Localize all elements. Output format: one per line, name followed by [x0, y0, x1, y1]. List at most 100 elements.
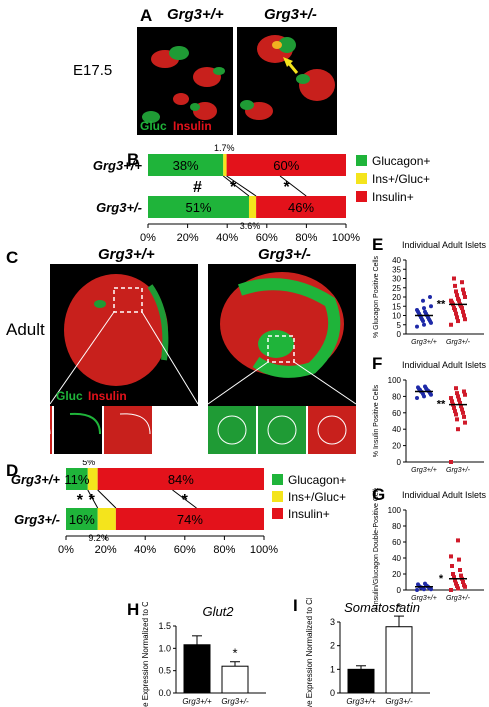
significance-mark-1: * [230, 179, 237, 196]
panel-a-images: Gluc Insulin [137, 27, 337, 135]
wt-category-label: Grg3+/+ [411, 467, 437, 474]
double-value-1: 3.6% [240, 221, 261, 231]
insulin-value-0: 84% [168, 472, 194, 487]
wt-point-0 [415, 588, 419, 592]
wt-point-17 [429, 304, 433, 309]
wt-point-1 [422, 322, 426, 327]
panel-f-scatter: Individual Adult Islets 0 20 40 60 80 100 % Ins… [373, 360, 487, 474]
wt-point-14 [423, 581, 427, 586]
y-tick-label-2: 40 [392, 425, 401, 434]
insulin-value-0: 60% [273, 158, 299, 173]
panel-label-a: A [140, 6, 153, 25]
glucagon-segment-1 [66, 508, 98, 530]
panel-c-insulin-label: Insulin [88, 389, 127, 403]
het-point-12 [458, 400, 462, 405]
wt-category-label: Grg3+/+ [411, 595, 437, 602]
panel-a-insulin-label: Insulin [173, 119, 212, 133]
het-point-13 [450, 564, 454, 568]
y-axis-label: Relative Expression Normalized to Chga [141, 602, 150, 707]
row-label-0: Grg3+/+ [11, 472, 61, 487]
x-tick-label-5: 100% [250, 544, 278, 556]
het-point-5 [454, 311, 458, 316]
y-tick-label-1: 5 [397, 321, 402, 330]
het-point-19 [462, 389, 466, 394]
y-tick-label-8: 40 [392, 256, 401, 265]
panel-label-h: H [127, 600, 140, 619]
scatter-title: Individual Adult Islets [402, 240, 487, 250]
wt-point-16 [422, 306, 426, 311]
het-point-24 [452, 276, 456, 281]
legend-label-glucagon: Glucagon+ [288, 473, 346, 487]
y-axis-label: % Glucagon Positive Cells [373, 255, 380, 338]
significance-mark: * [232, 646, 237, 661]
het-point-16 [456, 538, 460, 543]
insulin-segment-0 [97, 468, 265, 490]
het-point-0 [449, 460, 453, 464]
het-point-5 [454, 581, 458, 586]
het-point-6 [461, 410, 465, 415]
insulin-segment-1 [115, 508, 265, 530]
y-tick-label-2: 1.0 [158, 643, 171, 653]
y-tick-label-3: 1.5 [158, 621, 171, 631]
het-point-8 [460, 407, 464, 412]
y-tick-label-1: 1 [330, 664, 335, 674]
het-point-17 [463, 392, 467, 397]
het-point-10 [459, 404, 463, 409]
het-point-1 [456, 319, 460, 324]
glucagon-value-1: 16% [69, 512, 95, 527]
y-tick-label-3: 15 [392, 302, 401, 311]
het-point-18 [455, 293, 459, 298]
het-point-12 [458, 568, 462, 572]
significance-mark: * [396, 600, 401, 615]
y-tick-label-4: 80 [392, 522, 401, 531]
bar-1 [221, 665, 249, 694]
category-label-1: Grg3+/- [385, 697, 413, 706]
significance-mark-2: * [182, 492, 189, 509]
wt-category-label: Grg3+/+ [411, 339, 437, 346]
legend-label-double: Ins+/Gluc+ [372, 172, 430, 186]
y-tick-label-0: 0.0 [158, 688, 171, 698]
x-tick-label-1: 20% [177, 232, 199, 244]
het-point-7 [453, 578, 457, 583]
het-point-2 [463, 317, 467, 322]
x-tick-label-3: 60% [256, 232, 278, 244]
legend-swatch-insulin [356, 191, 367, 202]
connector-line-0 [87, 489, 99, 509]
panel-h-bar-chart: Glut2 0.0 0.5 1.0 1.5 Relative Expression Nor… [141, 602, 266, 707]
het-point-1 [456, 427, 460, 432]
het-point-17 [463, 295, 467, 299]
het-point-1 [456, 586, 460, 591]
y-tick-label-5: 25 [392, 284, 401, 293]
wt-point-13 [416, 385, 420, 390]
het-category-label: Grg3+/- [446, 467, 471, 474]
legend-label-double: Ins+/Gluc+ [288, 490, 346, 504]
legend-swatch-double [272, 491, 283, 502]
het-point-11 [451, 572, 455, 576]
het-point-5 [454, 412, 458, 417]
het-point-15 [449, 396, 453, 401]
het-point-6 [461, 309, 465, 314]
wt-point-19 [428, 295, 432, 299]
glucagon-segment-1 [148, 196, 249, 218]
legend-label-insulin: Insulin+ [372, 190, 414, 204]
het-point-14 [457, 557, 461, 562]
significance-mark: ** [437, 399, 446, 411]
het-point-7 [453, 409, 457, 414]
significance-mark: ** [437, 298, 446, 310]
het-point-15 [449, 298, 453, 303]
het-point-4 [462, 313, 466, 318]
glucagon-value-1: 51% [185, 200, 211, 215]
category-label-0: Grg3+/+ [182, 697, 212, 706]
y-tick-label-5: 100 [388, 506, 402, 515]
y-tick-label-3: 60 [392, 409, 401, 418]
significance-mark-2: * [283, 179, 290, 196]
glucagon-segment-0 [148, 154, 224, 176]
panel-g-scatter: Individual Adult Islets 0 20 40 60 80 100 % Ins… [373, 488, 487, 610]
x-tick-label-0: 0% [58, 544, 74, 556]
legend-label-glucagon: Glucagon+ [372, 154, 430, 168]
glucagon-value-0: 38% [173, 158, 199, 173]
significance-mark: * [439, 573, 444, 585]
het-point-23 [460, 280, 464, 285]
het-point-18 [455, 391, 459, 396]
panel-label-f: F [372, 354, 383, 373]
